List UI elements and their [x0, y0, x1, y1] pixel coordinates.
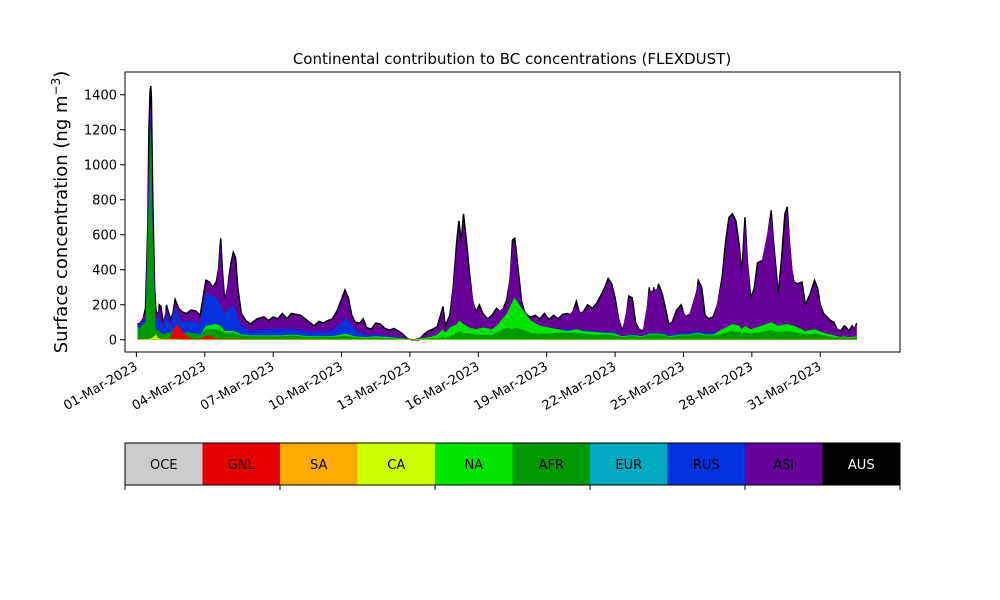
area-asi: [137, 98, 857, 340]
x-tick-label: 01-Mar-2023: [61, 359, 140, 413]
colorbar-label-sa: SA: [310, 458, 327, 473]
colorbar: OCE GNL SA CA NA AFR EUR RUS ASI AUS: [124, 442, 901, 490]
colorbar-label-oce: OCE: [150, 458, 178, 473]
colorbar-label-ca: CA: [387, 458, 405, 473]
chart-title: Continental contribution to BC concentra…: [293, 50, 731, 68]
x-tick-label: 25-Mar-2023: [608, 359, 687, 413]
x-tick-label: 07-Mar-2023: [198, 359, 277, 413]
colorbar-swatch-oce: [125, 443, 203, 485]
y-tick-label: 800: [92, 193, 117, 208]
colorbar-swatch-rus: [667, 443, 745, 485]
x-tick-label: 31-Mar-2023: [745, 359, 824, 413]
plot-frame: [124, 71, 901, 353]
colorbar-label-rus: RUS: [693, 458, 720, 473]
x-tick-label: 28-Mar-2023: [677, 359, 756, 413]
colorbar-swatch-asi: [745, 443, 823, 485]
x-ticks: 01-Mar-202304-Mar-202307-Mar-202310-Mar-…: [61, 352, 824, 414]
x-tick-label: 19-Mar-2023: [472, 359, 551, 413]
y-tick-label: 1200: [84, 123, 117, 138]
y-axis-label: Surface concentration (ng m−3): [49, 71, 72, 354]
y-axis-label-main: Surface concentration (ng m: [51, 95, 72, 353]
x-tick-label: 16-Mar-2023: [403, 359, 482, 413]
y-tick-label: 1400: [84, 88, 117, 103]
colorbar-swatch-sa: [280, 443, 358, 485]
colorbar-swatch-aus: [822, 443, 900, 485]
colorbar-label-eur: EUR: [615, 458, 642, 473]
y-axis-label-close: ): [51, 71, 72, 78]
x-tick-label: 22-Mar-2023: [540, 359, 619, 413]
colorbar-swatch-afr: [512, 443, 590, 485]
area-ca: [137, 334, 857, 340]
x-tick-label: 10-Mar-2023: [266, 359, 345, 413]
colorbar-swatch-ca: [357, 443, 435, 485]
area-gnl: [137, 324, 857, 340]
y-tick-label: 0: [109, 333, 117, 348]
x-tick-label: 04-Mar-2023: [130, 359, 209, 413]
colorbar-swatch-gnl: [202, 443, 280, 485]
y-tick-label: 400: [92, 263, 117, 278]
plot-areas: [137, 85, 858, 341]
y-tick-label: 1000: [84, 158, 117, 173]
colorbar-label-aus: AUS: [848, 458, 875, 473]
y-ticks: 0 200 400 600 800 1000 1200 1400: [84, 88, 125, 348]
y-axis-label-sup: −3: [49, 78, 63, 96]
y-tick-label: 200: [92, 298, 117, 313]
area-rus: [137, 112, 857, 340]
colorbar-label-na: NA: [464, 458, 483, 473]
colorbar-swatch-eur: [590, 443, 668, 485]
colorbar-label-asi: ASI: [773, 458, 794, 473]
colorbar-label-gnl: GNL: [228, 458, 256, 473]
x-tick-label: 13-Mar-2023: [335, 359, 414, 413]
colorbar-frame: [124, 442, 901, 486]
colorbar-swatch-na: [435, 443, 513, 485]
y-tick-label: 600: [92, 228, 117, 243]
colorbar-label-afr: AFR: [539, 458, 564, 473]
